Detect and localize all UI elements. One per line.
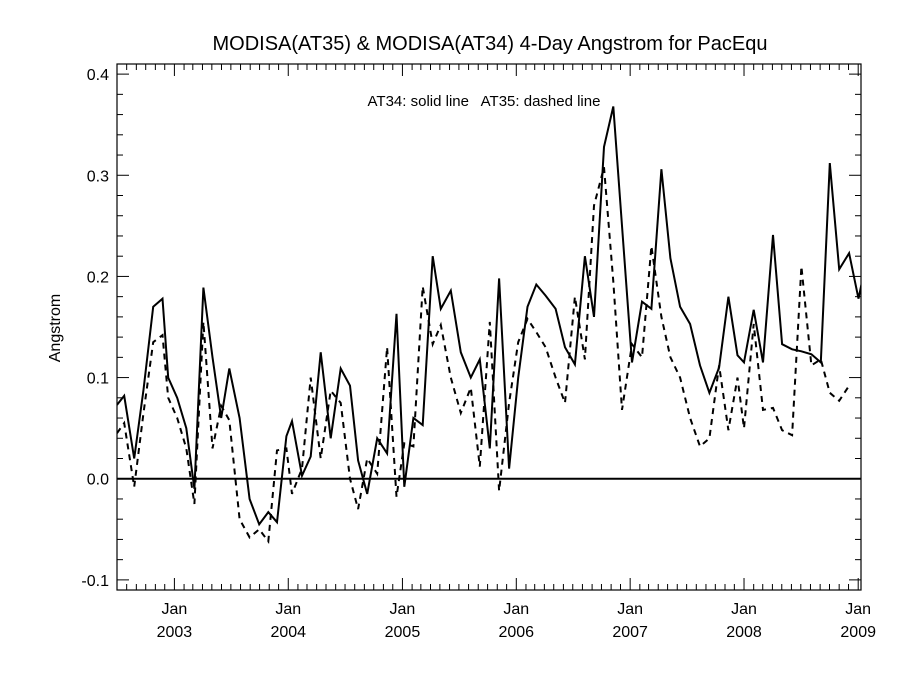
series-line-at35 — [117, 166, 850, 545]
y-tick-label: 0.2 — [87, 269, 109, 286]
x-tick-month-label: Jan — [162, 601, 188, 618]
x-tick-month-label: Jan — [617, 601, 643, 618]
y-tick-label: 0.3 — [87, 168, 109, 185]
x-tick-month-label: Jan — [390, 601, 416, 618]
line-style-annotation: AT34: solid line AT35: dashed line — [368, 93, 601, 110]
x-tick-year-label: 2006 — [498, 624, 534, 641]
series-layer — [117, 106, 861, 545]
x-tick-year-label: 2007 — [612, 624, 648, 641]
series-line-at34 — [117, 106, 861, 527]
x-tick-year-label: 2004 — [270, 624, 306, 641]
x-tick-year-label: 2003 — [157, 624, 193, 641]
y-tick-label: 0.4 — [87, 67, 109, 84]
plot-area-frame — [116, 63, 862, 591]
x-axis-ticks: Jan 2003 Jan 2004 Jan 2005 Jan 2006 Jan 2007 Jan 20… — [116, 64, 876, 641]
x-tick-year-label: 2008 — [726, 624, 762, 641]
x-tick-month-label: Jan — [845, 601, 871, 618]
x-tick-year-label: 2009 — [840, 624, 876, 641]
x-tick-month-label: Jan — [503, 601, 529, 618]
x-tick-month-label: Jan — [275, 601, 301, 618]
y-tick-label: -0.1 — [81, 573, 109, 590]
x-tick-month-label: Jan — [731, 601, 757, 618]
chart-title: MODISA(AT35) & MODISA(AT34) 4-Day Angstr… — [213, 33, 768, 55]
y-axis-ticks: -0.1 0.0 0.1 0.2 0.3 0.4 — [81, 67, 861, 590]
x-tick-year-label: 2005 — [385, 624, 421, 641]
y-axis-label: Angstrom — [47, 294, 64, 362]
y-tick-label: 0.0 — [87, 472, 109, 489]
y-tick-label: 0.1 — [87, 371, 109, 388]
